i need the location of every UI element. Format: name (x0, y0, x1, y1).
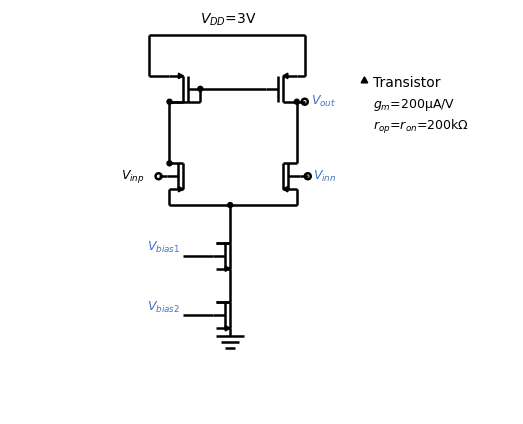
Text: $g_m$=200μA/V: $g_m$=200μA/V (373, 97, 456, 113)
Circle shape (228, 203, 233, 207)
Text: $V_{inp}$: $V_{inp}$ (121, 168, 144, 185)
Polygon shape (283, 73, 288, 78)
Text: $V_{inn}$: $V_{inn}$ (313, 169, 336, 184)
Text: $r_{op}$=$r_{on}$=200kΩ: $r_{op}$=$r_{on}$=200kΩ (373, 117, 469, 136)
Text: $V_{DD}$=3V: $V_{DD}$=3V (200, 12, 256, 28)
Polygon shape (178, 73, 184, 78)
Circle shape (294, 99, 299, 104)
Polygon shape (225, 326, 230, 331)
Polygon shape (361, 77, 368, 83)
Polygon shape (178, 187, 184, 192)
Circle shape (167, 99, 172, 104)
Text: $V_{bias1}$: $V_{bias1}$ (147, 240, 180, 255)
Text: $V_{bias2}$: $V_{bias2}$ (147, 300, 180, 315)
Text: Transistor: Transistor (373, 76, 441, 90)
Polygon shape (225, 266, 230, 271)
Polygon shape (283, 187, 288, 192)
Circle shape (198, 86, 203, 91)
Text: $V_{out}$: $V_{out}$ (311, 94, 336, 109)
Circle shape (167, 161, 172, 166)
